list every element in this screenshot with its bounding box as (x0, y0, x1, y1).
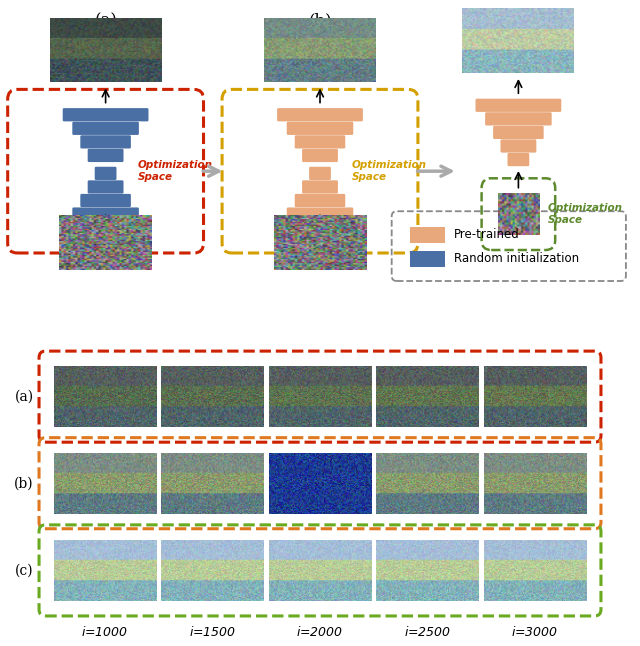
Text: $i$=3000: $i$=3000 (511, 625, 559, 639)
FancyBboxPatch shape (88, 149, 124, 162)
FancyBboxPatch shape (302, 149, 338, 162)
FancyBboxPatch shape (72, 121, 139, 135)
FancyBboxPatch shape (63, 108, 148, 121)
FancyBboxPatch shape (81, 194, 131, 207)
FancyBboxPatch shape (476, 99, 561, 112)
Text: $i$=2500: $i$=2500 (404, 625, 451, 639)
FancyBboxPatch shape (95, 167, 116, 180)
Text: $i$=1500: $i$=1500 (189, 625, 236, 639)
Bar (410, 227, 445, 243)
FancyBboxPatch shape (72, 207, 139, 221)
Text: (a): (a) (15, 390, 34, 404)
Text: Optimization
Space: Optimization Space (548, 203, 623, 225)
Text: Optimization
Space: Optimization Space (138, 160, 212, 182)
Bar (410, 251, 445, 267)
FancyBboxPatch shape (88, 180, 124, 194)
FancyBboxPatch shape (295, 135, 346, 149)
FancyBboxPatch shape (295, 194, 346, 207)
Text: (c): (c) (508, 12, 529, 29)
FancyBboxPatch shape (493, 126, 544, 139)
Text: (c): (c) (15, 563, 34, 578)
Text: Pre-trained: Pre-trained (454, 228, 520, 241)
Text: (a): (a) (94, 12, 117, 29)
FancyBboxPatch shape (287, 207, 353, 221)
FancyBboxPatch shape (277, 221, 363, 234)
FancyBboxPatch shape (277, 108, 363, 121)
FancyBboxPatch shape (287, 121, 353, 135)
FancyBboxPatch shape (302, 180, 338, 194)
Text: Random initialization: Random initialization (454, 253, 579, 266)
FancyBboxPatch shape (81, 135, 131, 149)
Text: Optimization
Space: Optimization Space (352, 160, 427, 182)
Text: (b): (b) (14, 476, 34, 490)
FancyBboxPatch shape (500, 140, 536, 152)
FancyBboxPatch shape (309, 167, 331, 180)
FancyBboxPatch shape (63, 221, 148, 234)
Text: $i$=1000: $i$=1000 (81, 625, 129, 639)
Text: $i$=2000: $i$=2000 (296, 625, 344, 639)
FancyBboxPatch shape (508, 153, 529, 166)
FancyBboxPatch shape (485, 112, 552, 125)
Text: (b): (b) (308, 12, 332, 29)
